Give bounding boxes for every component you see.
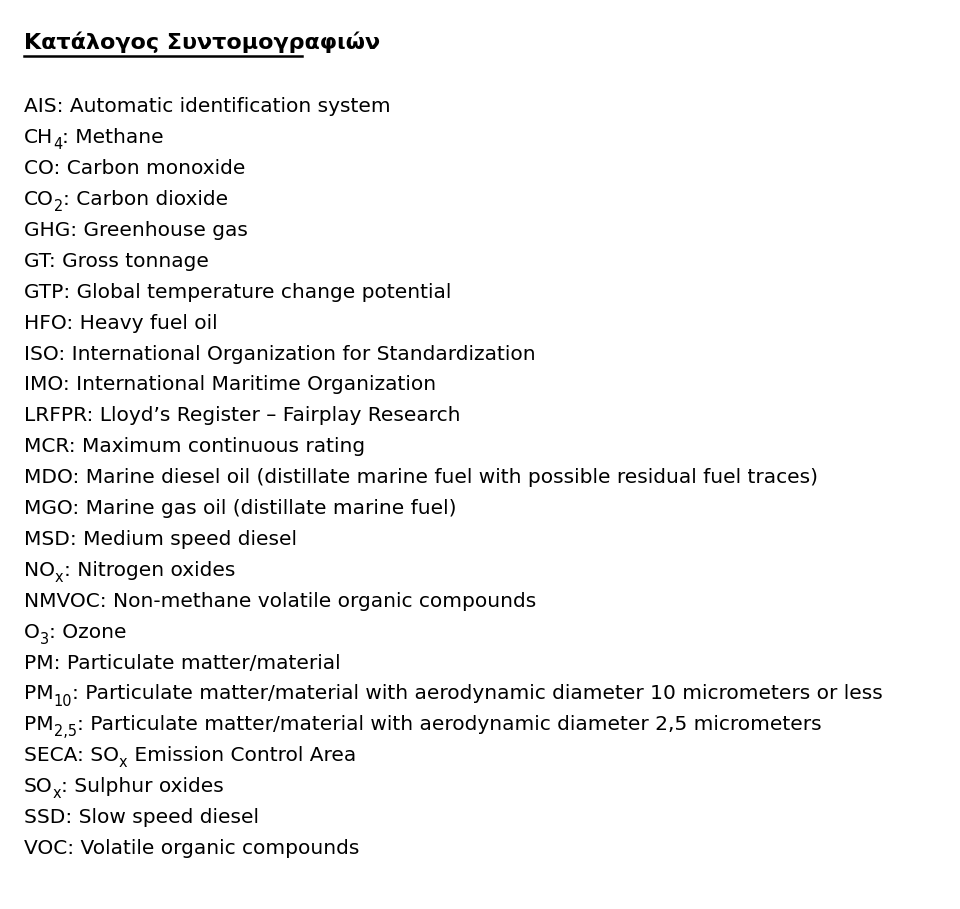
Text: 2: 2 — [54, 199, 63, 215]
Text: : Ozone: : Ozone — [49, 623, 127, 642]
Text: GT: Gross tonnage: GT: Gross tonnage — [24, 252, 209, 271]
Text: GTP: Global temperature change potential: GTP: Global temperature change potential — [24, 283, 451, 302]
Text: O: O — [24, 623, 40, 642]
Text: LRFPR: Lloyd’s Register – Fairplay Research: LRFPR: Lloyd’s Register – Fairplay Resea… — [24, 406, 461, 425]
Text: : Methane: : Methane — [62, 128, 164, 147]
Text: IMO: International Maritime Organization: IMO: International Maritime Organization — [24, 375, 436, 395]
Text: NMVOC: Non-methane volatile organic compounds: NMVOC: Non-methane volatile organic comp… — [24, 592, 537, 611]
Text: CO: Carbon monoxide: CO: Carbon monoxide — [24, 159, 246, 178]
Text: MCR: Maximum continuous rating: MCR: Maximum continuous rating — [24, 437, 365, 456]
Text: 2,5: 2,5 — [54, 724, 77, 740]
Text: : Particulate matter/material with aerodynamic diameter 2,5 micrometers: : Particulate matter/material with aerod… — [77, 715, 821, 734]
Text: PM: PM — [24, 715, 54, 734]
Text: SO: SO — [24, 777, 53, 796]
Text: Κατάλογος Συντομογραφιών: Κατάλογος Συντομογραφιών — [24, 32, 380, 54]
Text: 4: 4 — [53, 137, 62, 153]
Text: 10: 10 — [54, 694, 72, 709]
Text: : Particulate matter/material with aerodynamic diameter 10 micrometers or less: : Particulate matter/material with aerod… — [72, 684, 883, 704]
Text: NO: NO — [24, 561, 55, 580]
Text: GHG: Greenhouse gas: GHG: Greenhouse gas — [24, 221, 248, 240]
Text: x: x — [55, 570, 63, 585]
Text: : Nitrogen oxides: : Nitrogen oxides — [63, 561, 235, 580]
Text: HFO: Heavy fuel oil: HFO: Heavy fuel oil — [24, 314, 218, 333]
Text: : Sulphur oxides: : Sulphur oxides — [61, 777, 224, 796]
Text: SSD: Slow speed diesel: SSD: Slow speed diesel — [24, 808, 259, 827]
Text: ISO: International Organization for Standardization: ISO: International Organization for Stan… — [24, 345, 536, 364]
Text: x: x — [119, 755, 128, 771]
Text: AIS: Automatic identification system: AIS: Automatic identification system — [24, 97, 391, 116]
Text: CO: CO — [24, 190, 54, 209]
Text: MDO: Marine diesel oil (distillate marine fuel with possible residual fuel trace: MDO: Marine diesel oil (distillate marin… — [24, 468, 818, 487]
Text: PM: Particulate matter/material: PM: Particulate matter/material — [24, 654, 341, 673]
Text: MGO: Marine gas oil (distillate marine fuel): MGO: Marine gas oil (distillate marine f… — [24, 499, 457, 518]
Text: Emission Control Area: Emission Control Area — [128, 746, 356, 765]
Text: MSD: Medium speed diesel: MSD: Medium speed diesel — [24, 530, 297, 549]
Text: : Carbon dioxide: : Carbon dioxide — [63, 190, 228, 209]
Text: SECA: SO: SECA: SO — [24, 746, 119, 765]
Text: VOC: Volatile organic compounds: VOC: Volatile organic compounds — [24, 839, 359, 858]
Text: 3: 3 — [40, 632, 49, 647]
Text: x: x — [53, 786, 61, 802]
Text: PM: PM — [24, 684, 54, 704]
Text: CH: CH — [24, 128, 53, 147]
